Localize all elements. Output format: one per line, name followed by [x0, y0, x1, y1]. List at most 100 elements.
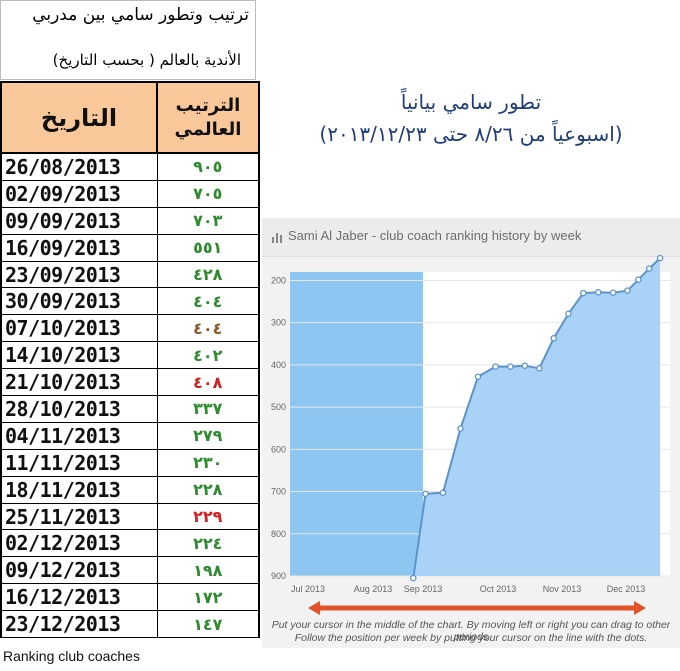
row-date: 26/08/2013	[0, 152, 158, 181]
row-rank: ٢٢٤	[156, 529, 260, 558]
chart-title: Sami Al Jaber - club coach ranking histo…	[288, 228, 582, 243]
data-point	[422, 490, 429, 497]
table-row: 09/12/2013 ١٩٨	[0, 556, 260, 585]
ranking-table: التاريخ الترتيب العالمي 26/08/2013 ٩٠٥ 02/…	[0, 81, 260, 639]
table-row: 25/11/2013 ٢٢٩	[0, 502, 260, 531]
y-tick-label: 900	[271, 571, 286, 581]
row-date: 02/12/2013	[0, 529, 158, 558]
row-date: 16/09/2013	[0, 233, 158, 262]
data-point	[645, 265, 653, 272]
row-date: 23/09/2013	[0, 260, 158, 289]
data-point	[580, 289, 587, 297]
row-rank: ٤٠٤	[156, 314, 260, 343]
y-tick-label: 400	[271, 360, 286, 370]
row-rank: ٢٢٨	[156, 475, 260, 504]
row-date: 09/12/2013	[0, 556, 158, 585]
data-point	[565, 310, 572, 318]
bar-chart-icon	[272, 233, 282, 243]
table-row: 04/11/2013 ٢٧٩	[0, 421, 260, 450]
table-row: 18/11/2013 ٢٢٨	[0, 475, 260, 504]
data-point	[536, 365, 543, 372]
data-point	[457, 425, 464, 432]
x-tick-label: Jul 2013	[291, 584, 325, 594]
table-row: 02/12/2013 ٢٢٤	[0, 529, 260, 558]
table-body: 26/08/2013 ٩٠٥ 02/09/2013 ٧٠٥ 09/09/2013 ٧٠٣ 1…	[0, 152, 260, 639]
header-rank: الترتيب العالمي	[156, 81, 260, 154]
row-date: 04/11/2013	[0, 421, 158, 450]
row-date: 23/12/2013	[0, 610, 158, 639]
data-point	[474, 373, 482, 380]
table-row: 09/09/2013 ٧٠٣	[0, 206, 260, 235]
y-tick-label: 500	[271, 402, 286, 412]
data-point	[635, 276, 642, 283]
row-rank: ٧٠٣	[156, 206, 260, 235]
x-tick-label: Oct 2013	[480, 584, 517, 594]
row-date: 30/09/2013	[0, 287, 158, 316]
row-rank: ٤٠٤	[156, 287, 260, 316]
row-rank: ٧٠٥	[156, 179, 260, 208]
row-date: 02/09/2013	[0, 179, 158, 208]
title-line-2: الأندية بالعالم ( بحسب التاريخ)	[52, 51, 241, 69]
heading-line-2: (اسبوعياً من ٨/٢٦ حتى ٢٠١٣/١٢/٢٣)	[319, 122, 623, 146]
table-row: 07/10/2013 ٤٠٤	[0, 314, 260, 343]
row-date: 25/11/2013	[0, 502, 158, 531]
data-point	[521, 362, 529, 369]
row-date: 11/11/2013	[0, 448, 158, 477]
row-rank: ٢٢٩	[156, 502, 260, 531]
table-row: 28/10/2013 ٣٣٧	[0, 395, 260, 423]
row-date: 21/10/2013	[0, 368, 158, 397]
table-row: 26/08/2013 ٩٠٥	[0, 152, 260, 181]
x-tick-label: Dec 2013	[607, 584, 646, 594]
row-date: 18/11/2013	[0, 475, 158, 504]
table-row: 14/10/2013 ٤٠٢	[0, 341, 260, 370]
header-rank-line-2: العالمي	[174, 118, 242, 140]
table-row: 23/12/2013 ١٤٧	[0, 610, 260, 639]
table-row: 16/09/2013 ٥٥١	[0, 233, 260, 262]
data-point	[624, 287, 631, 294]
chart-svg[interactable]: 200 300 400 500 600 700 800 900 Jul 2013 Aug 2013…	[262, 218, 680, 648]
x-tick-label: Nov 2013	[543, 584, 582, 594]
table-row: 16/12/2013 ١٧٢	[0, 583, 260, 612]
chart-heading: تطور سامي بيانياً (اسبوعياً من ٨/٢٦ حتى …	[262, 86, 680, 150]
x-tick-label: Aug 2013	[354, 584, 393, 594]
row-rank: ١٩٨	[156, 556, 260, 585]
scroll-bar	[318, 605, 636, 611]
footer-note: Ranking club coaches	[3, 648, 140, 664]
chart-note-2: Follow the position per week by putting …	[294, 632, 648, 644]
row-date: 16/12/2013	[0, 583, 158, 612]
y-tick-label: 200	[271, 275, 286, 285]
data-point	[609, 289, 617, 296]
data-point	[439, 489, 447, 497]
title-box: ترتيب وتطور سامي بين مدربي الأندية بالعا…	[0, 0, 256, 80]
data-point	[492, 363, 499, 370]
row-date: 09/09/2013	[0, 206, 158, 235]
row-rank: ٢٣٠	[156, 448, 260, 477]
row-rank: ٣٣٧	[156, 395, 260, 423]
row-rank: ٥٥١	[156, 233, 260, 262]
table-row: 30/09/2013 ٤٠٤	[0, 287, 260, 316]
data-point	[410, 574, 417, 582]
series-area	[413, 258, 661, 579]
header-rank-line-1: الترتيب	[175, 94, 241, 116]
title-line-1: ترتيب وتطور سامي بين مدربي	[32, 5, 249, 25]
chart-panel[interactable]: Sami Al Jaber - club coach ranking histo…	[262, 218, 680, 648]
row-date: 07/10/2013	[0, 314, 158, 343]
table-row: 11/11/2013 ٢٣٠	[0, 448, 260, 477]
data-point	[507, 363, 514, 370]
data-point	[656, 254, 664, 262]
row-rank: ٢٧٩	[156, 421, 260, 450]
header-date: التاريخ	[0, 81, 158, 154]
row-date: 28/10/2013	[0, 395, 158, 423]
y-tick-label: 300	[271, 318, 286, 328]
data-point	[550, 335, 557, 342]
heading-line-1: تطور سامي بيانياً	[400, 90, 542, 114]
row-date: 14/10/2013	[0, 341, 158, 370]
table-header-row: التاريخ الترتيب العالمي	[0, 81, 260, 154]
arrow-left-icon	[308, 601, 320, 615]
x-tick-label: Sep 2013	[404, 584, 443, 594]
table-row: 02/09/2013 ٧٠٥	[0, 179, 260, 208]
highlight-range	[290, 272, 423, 576]
table-row: 23/09/2013 ٤٢٨	[0, 260, 260, 289]
row-rank: ٤٠٨	[156, 368, 260, 397]
chart-header: Sami Al Jaber - club coach ranking histo…	[262, 218, 680, 257]
